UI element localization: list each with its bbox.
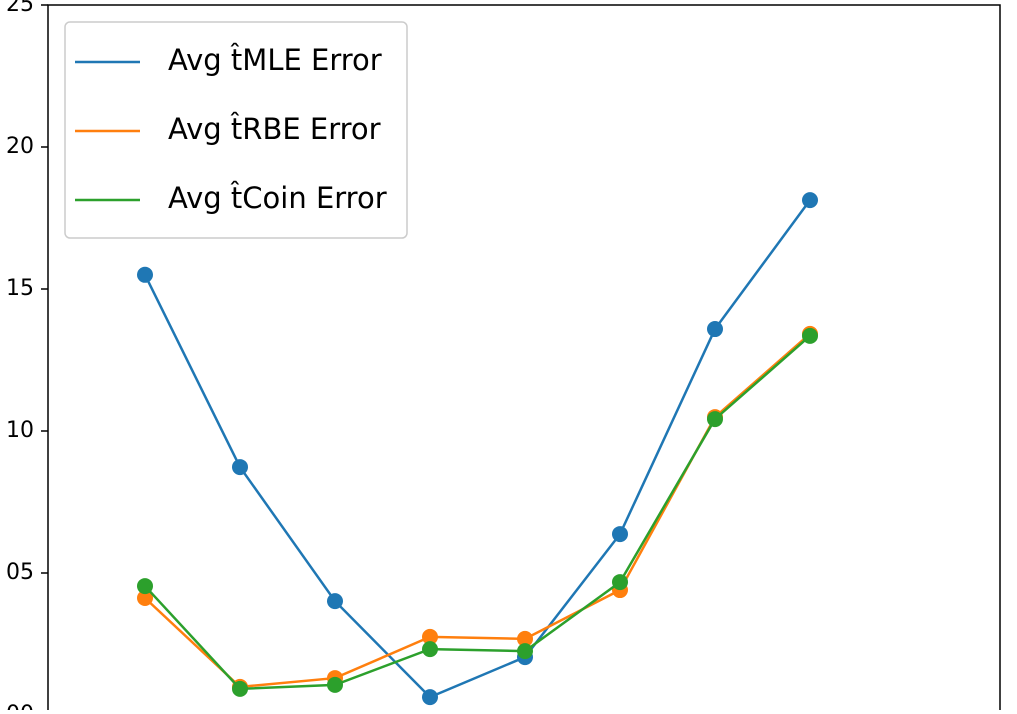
series-line	[143, 199, 812, 699]
data-point	[612, 526, 628, 543]
data-point	[707, 411, 723, 428]
data-point	[802, 192, 818, 209]
legend: Avg t̂MLE Error Avg t̂RBE Error Avg t̂Coin…	[64, 21, 408, 239]
legend-label: Avg t̂RBE Error	[168, 112, 381, 146]
y-tick-label: 25	[6, 0, 34, 17]
series-line	[144, 332, 811, 689]
data-point	[137, 578, 153, 595]
y-tick-label: 20	[6, 134, 34, 159]
data-point	[137, 266, 153, 283]
data-point	[232, 680, 248, 697]
legend-label: Avg t̂MLE Error	[168, 43, 382, 77]
data-point	[422, 689, 438, 706]
data-point	[422, 628, 438, 645]
data-point	[137, 589, 153, 606]
legend-box	[64, 21, 408, 239]
legend-label: Avg t̂Coin Error	[168, 181, 387, 215]
y-tick-label: 00	[6, 702, 34, 710]
data-point	[707, 321, 723, 338]
y-tick-label: 05	[6, 560, 34, 585]
data-point	[327, 593, 343, 610]
data-point	[232, 459, 248, 476]
data-point	[517, 643, 533, 660]
data-point	[517, 630, 533, 647]
plot-frame	[47, 4, 1001, 714]
y-tick-label: 15	[6, 276, 34, 301]
series-line	[144, 334, 811, 691]
data-point	[422, 641, 438, 658]
data-point	[802, 327, 818, 344]
data-point	[612, 574, 628, 591]
data-point	[327, 676, 343, 693]
y-tick-label: 10	[6, 418, 34, 443]
